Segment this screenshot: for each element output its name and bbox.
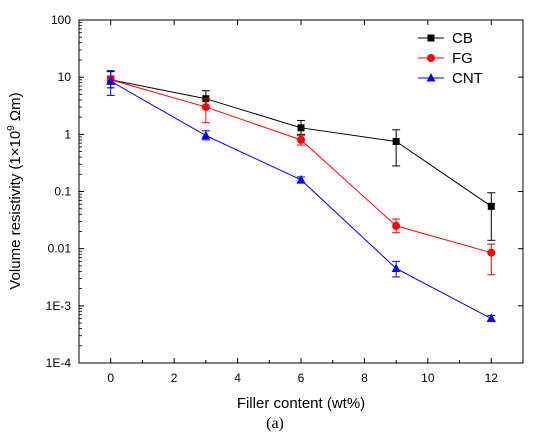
data-point-cb bbox=[297, 124, 305, 132]
data-point-cb bbox=[487, 202, 495, 210]
data-point-fg bbox=[201, 103, 210, 112]
data-point-cb bbox=[392, 137, 400, 145]
x-tick-label: 10 bbox=[421, 371, 435, 385]
data-point-cnt bbox=[391, 263, 401, 272]
legend-label-cnt: CNT bbox=[452, 70, 483, 87]
x-tick-label: 0 bbox=[107, 371, 114, 385]
data-point-cnt bbox=[296, 174, 306, 184]
y-axis-title-superscript: 9 bbox=[6, 125, 17, 131]
y-tick-label: 10 bbox=[58, 70, 72, 84]
y-axis-title: Volume resistivity (1×109 Ωm) bbox=[6, 92, 24, 289]
panel-label: (a) bbox=[266, 415, 284, 432]
legend-label-fg: FG bbox=[452, 50, 473, 67]
legend-marker-cb bbox=[427, 34, 435, 42]
data-point-fg bbox=[487, 248, 496, 257]
x-tick-label: 12 bbox=[485, 371, 499, 385]
x-tick-label: 2 bbox=[171, 371, 178, 385]
data-point-cnt bbox=[106, 76, 116, 85]
y-axis: 1E-4 1E-3 0.01 0.1 1 10 100 bbox=[46, 13, 523, 370]
x-axis: 0 2 4 6 8 10 12 bbox=[107, 20, 498, 385]
series-line-cnt bbox=[110, 80, 492, 319]
series-cb bbox=[106, 71, 496, 241]
series-layer bbox=[106, 70, 496, 323]
data-point-fg bbox=[392, 221, 401, 230]
x-tick-label: 6 bbox=[298, 371, 305, 385]
legend: CB FG CNT bbox=[418, 30, 483, 87]
y-tick-label: 100 bbox=[51, 13, 71, 27]
legend-marker-cnt bbox=[426, 73, 436, 82]
legend-label-cb: CB bbox=[452, 30, 473, 47]
series-line-fg bbox=[110, 79, 492, 254]
y-tick-label: 0.01 bbox=[48, 242, 72, 256]
x-axis-title: Filler content (wt%) bbox=[237, 395, 365, 412]
data-point-cnt bbox=[201, 130, 211, 140]
y-axis-title-suffix: Ωm) bbox=[7, 92, 24, 125]
y-axis-title-prefix: Volume resistivity (1×10 bbox=[7, 131, 24, 290]
y-tick-label: 1E-3 bbox=[46, 299, 72, 313]
series-cnt bbox=[106, 70, 496, 323]
x-tick-label: 8 bbox=[361, 371, 368, 385]
data-point-fg bbox=[297, 135, 305, 144]
y-tick-label: 1 bbox=[64, 127, 71, 141]
y-tick-label: 0.1 bbox=[54, 185, 71, 199]
x-tick-label: 4 bbox=[234, 371, 241, 385]
data-point-cnt bbox=[486, 313, 496, 323]
y-tick-label: 1E-4 bbox=[46, 356, 72, 370]
series-fg bbox=[106, 75, 496, 276]
legend-marker-fg bbox=[427, 54, 435, 62]
